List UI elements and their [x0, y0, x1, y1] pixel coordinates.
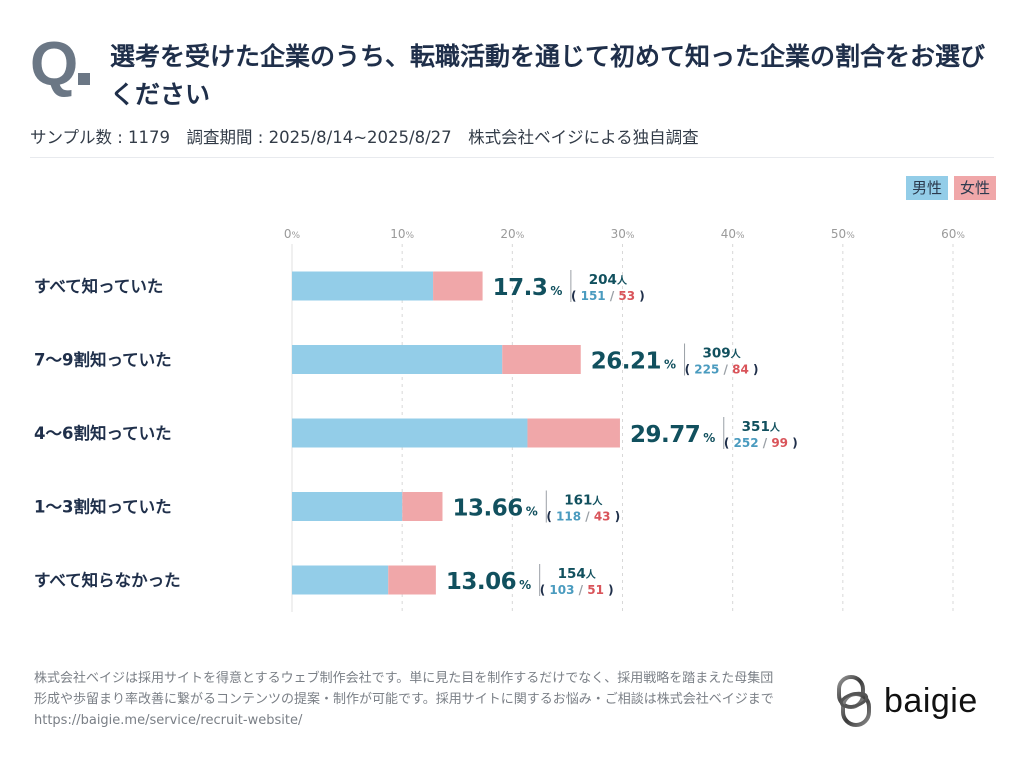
count-breakdown: ( 103 / 51 ) [540, 583, 614, 597]
bar-male [292, 271, 434, 301]
legend-male: 男性 [905, 176, 948, 200]
question-mark-logo: Q [30, 34, 91, 96]
value-label: 26.21% [591, 349, 676, 375]
header-divider [30, 157, 994, 158]
page-title: 選考を受けた企業のうち、転職活動を通じて初めて知った企業の割合をお選びください [110, 42, 986, 109]
value-label: 17.3% [493, 275, 563, 301]
x-tick-label: 30% [611, 227, 635, 241]
survey-subtitle: サンプル数 : 1179 調査期間 : 2025/8/14~2025/8/27 … [30, 128, 699, 147]
category-label: 7〜9割知っていた [34, 350, 172, 370]
value-label: 29.77% [630, 422, 715, 448]
logo-wordmark: baigie [884, 681, 978, 720]
bar-female [402, 492, 443, 521]
count-total: 351人 [742, 419, 781, 435]
category-label: 4〜6割知っていた [34, 423, 172, 443]
count-total: 204人 [589, 272, 628, 288]
bar-male [292, 345, 503, 374]
company-logo: baigie [834, 674, 978, 728]
bar-male [292, 565, 389, 595]
count-total: 309人 [702, 346, 741, 362]
x-tick-label: 10% [390, 227, 414, 241]
footer-description: 株式会社ベイジは採用サイトを得意とするウェブ制作会社です。単に見た目を制作するだ… [34, 668, 814, 731]
footer-line-2: 形成や歩留まり率改善に繋がるコンテンツの提案・制作が可能です。採用サイトに関する… [34, 692, 774, 707]
bar-male [292, 492, 403, 521]
x-tick-label: 40% [721, 227, 745, 241]
count-breakdown: ( 225 / 84 ) [685, 363, 759, 377]
x-tick-label: 50% [831, 227, 855, 241]
baigie-rings-icon [837, 675, 871, 727]
chart-legend: 男性 女性 [905, 176, 996, 200]
footer-line-1: 株式会社ベイジは採用サイトを得意とするウェブ制作会社です。単に見た目を制作するだ… [34, 671, 774, 686]
x-tick-label: 20% [500, 227, 524, 241]
x-tick-label: 60% [941, 227, 965, 241]
bar-female [433, 271, 483, 301]
legend-female: 女性 [953, 176, 996, 200]
value-label: 13.06% [446, 569, 531, 595]
bar-female [502, 345, 581, 374]
bar-female [388, 565, 436, 595]
category-label: 1〜3割知っていた [34, 497, 172, 517]
count-breakdown: ( 252 / 99 ) [724, 436, 798, 450]
count-total: 161人 [564, 493, 603, 509]
q-dot [78, 73, 91, 85]
footer-url[interactable]: https://baigie.me/service/recruit-websit… [34, 713, 303, 728]
x-tick-label: 0% [284, 227, 301, 241]
bar-male [292, 418, 528, 448]
count-breakdown: ( 118 / 43 ) [546, 510, 620, 524]
count-total: 154人 [558, 566, 597, 582]
bar-chart: 0% 10% 20% 30% 40% 50% 60%すべて知っていた 17.3 %204人( 1… [34, 227, 965, 612]
category-label: すべて知っていた [34, 276, 163, 296]
category-label: すべて知らなかった [34, 570, 181, 590]
bar-female [527, 418, 620, 448]
count-breakdown: ( 151 / 53 ) [571, 289, 645, 303]
value-label: 13.66% [452, 496, 537, 522]
